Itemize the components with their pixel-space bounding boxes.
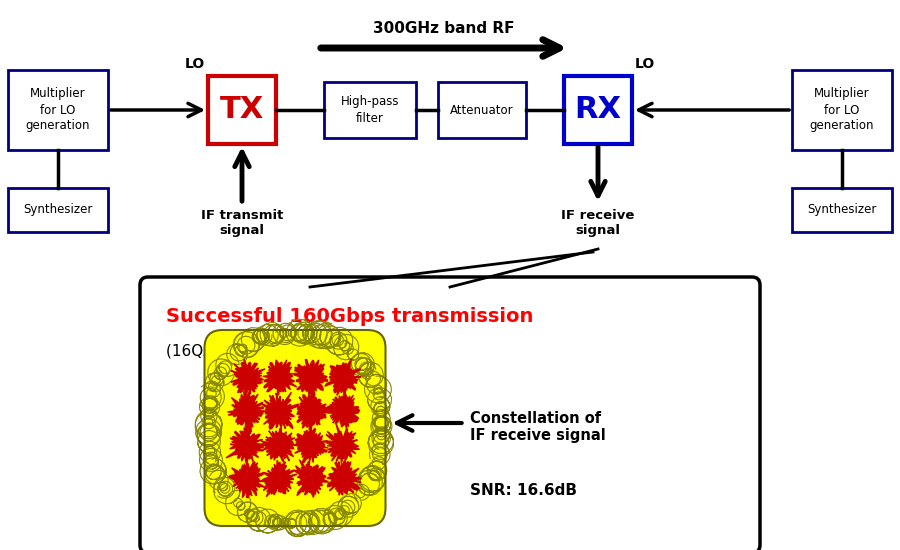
FancyBboxPatch shape — [438, 82, 526, 138]
FancyBboxPatch shape — [792, 70, 892, 150]
FancyBboxPatch shape — [208, 76, 276, 144]
Text: LO: LO — [635, 57, 655, 71]
FancyBboxPatch shape — [204, 330, 385, 526]
Polygon shape — [326, 393, 360, 429]
Text: High-pass
filter: High-pass filter — [341, 96, 400, 124]
Text: IF transmit
signal: IF transmit signal — [201, 209, 284, 237]
Polygon shape — [261, 460, 297, 497]
Polygon shape — [325, 359, 361, 395]
Polygon shape — [327, 460, 361, 496]
Text: Multiplier
for LO
generation: Multiplier for LO generation — [810, 87, 874, 133]
FancyBboxPatch shape — [792, 188, 892, 232]
Polygon shape — [229, 461, 266, 498]
Polygon shape — [326, 424, 360, 463]
Text: Successful 160Gbps transmission: Successful 160Gbps transmission — [166, 307, 534, 326]
Polygon shape — [261, 427, 299, 463]
Polygon shape — [294, 424, 328, 465]
Polygon shape — [261, 392, 299, 429]
Polygon shape — [226, 426, 266, 464]
Text: Synthesizer: Synthesizer — [807, 204, 877, 217]
FancyBboxPatch shape — [140, 277, 760, 550]
FancyBboxPatch shape — [324, 82, 416, 138]
FancyBboxPatch shape — [8, 70, 108, 150]
Text: (16QAM, 40Gbaud): (16QAM, 40Gbaud) — [166, 343, 312, 358]
Polygon shape — [293, 460, 328, 497]
Text: RX: RX — [574, 96, 622, 124]
Polygon shape — [228, 390, 269, 434]
FancyBboxPatch shape — [8, 188, 108, 232]
Text: SNR: 16.6dB: SNR: 16.6dB — [470, 483, 577, 498]
Text: Synthesizer: Synthesizer — [23, 204, 93, 217]
Polygon shape — [293, 360, 328, 397]
Text: Attenuator: Attenuator — [450, 103, 514, 117]
Text: LO: LO — [184, 57, 205, 71]
Polygon shape — [230, 359, 266, 397]
Text: Constellation of
IF receive signal: Constellation of IF receive signal — [470, 411, 605, 443]
FancyBboxPatch shape — [564, 76, 632, 144]
Polygon shape — [263, 360, 297, 395]
Polygon shape — [297, 393, 332, 431]
Text: Multiplier
for LO
generation: Multiplier for LO generation — [26, 87, 90, 133]
Text: IF receive
signal: IF receive signal — [562, 209, 634, 237]
Text: TX: TX — [220, 96, 264, 124]
Text: 300GHz band RF: 300GHz band RF — [374, 21, 515, 36]
